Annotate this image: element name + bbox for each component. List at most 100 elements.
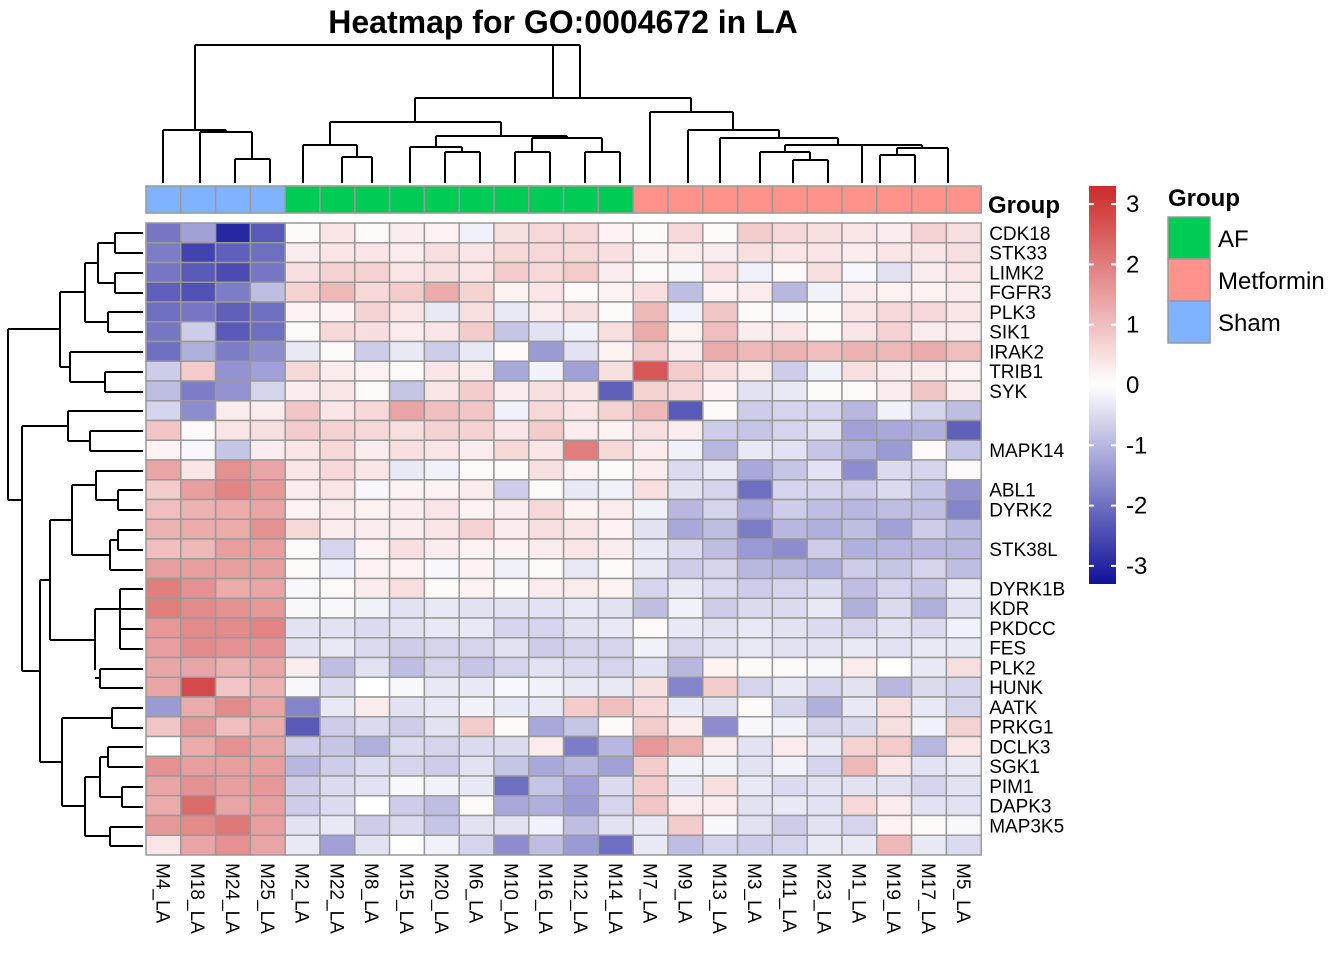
heatmap-cell [354,281,391,303]
heatmap-cell [214,498,252,520]
heatmap-cell [562,775,600,797]
column-label: M25_LA [256,863,277,934]
heatmap-cell [702,814,739,836]
heatmap-cell [284,814,321,836]
row-label: MAPK14 [989,441,1064,462]
heatmap-cell [388,301,426,323]
heatmap-cell [249,735,286,757]
heatmap-cell [493,834,530,856]
heatmap-cell [354,222,391,244]
heatmap-cell [528,637,565,659]
heatmap-cell [562,735,600,757]
heatmap-cell [458,814,495,836]
heatmap-cell [806,261,843,283]
heatmap-cell [632,834,669,856]
heatmap-cell [319,637,356,659]
heatmap-cell [945,340,982,362]
heatmap-cell [388,696,426,718]
heatmap-cell [145,637,182,659]
heatmap-cell [388,222,426,244]
heatmap-cell [354,261,391,283]
heatmap-cell [632,360,669,382]
heatmap-cell [528,716,565,738]
heatmap-cell [841,360,878,382]
column-label: M8_LA [360,863,381,924]
heatmap-cell [702,795,739,817]
heatmap-cell [702,479,739,501]
heatmap-cell [180,775,217,797]
heatmap-cell [493,637,530,659]
heatmap-cell [249,439,286,461]
heatmap-cell [945,400,982,422]
heatmap-cell [214,518,252,540]
heatmap-cell [145,834,182,856]
annotation-cell [876,185,913,214]
heatmap-cell [910,577,948,599]
heatmap-cell [667,479,704,501]
heatmap-cell [632,637,669,659]
heatmap-cell [702,518,739,540]
heatmap-cell [388,834,426,856]
heatmap-cell [249,400,286,422]
heatmap-cell [736,755,774,777]
heatmap-cell [736,834,774,856]
heatmap-cell [736,419,774,441]
heatmap-cell [702,538,739,560]
column-label: M2_LA [291,863,312,924]
heatmap-cell [493,439,530,461]
heatmap-cell [806,400,843,422]
heatmap-cell [493,380,530,402]
heatmap-cell [841,439,878,461]
heatmap-cell [284,716,321,738]
heatmap-cell [145,755,182,777]
heatmap-cell [423,716,460,738]
heatmap-cell [214,716,252,738]
heatmap-cell [180,558,217,580]
heatmap-cell [876,577,913,599]
heatmap-cell [736,261,774,283]
heatmap-cell [388,676,426,698]
heatmap-cell [667,597,704,619]
heatmap-cell [945,261,982,283]
heatmap-cell [493,755,530,777]
heatmap-cell [702,321,739,343]
heatmap-cell [841,637,878,659]
annotation-cell [145,185,182,214]
heatmap-cell [667,222,704,244]
heatmap-cell [493,321,530,343]
heatmap-cell [910,439,948,461]
heatmap-cell [876,340,913,362]
heatmap-cell [458,301,495,323]
row-label: FES [989,639,1026,660]
heatmap-cell [249,834,286,856]
heatmap-cell [423,637,460,659]
heatmap-cell [702,755,739,777]
heatmap-cell [667,617,704,639]
heatmap-cell [771,281,808,303]
annotation-cell [180,185,217,214]
heatmap-cell [632,755,669,777]
heatmap-cell [736,716,774,738]
heatmap-cell [736,676,774,698]
column-label: M5_LA [952,863,973,924]
heatmap-cell [632,775,669,797]
heatmap-cell [702,380,739,402]
heatmap-cell [528,696,565,718]
heatmap-cell [736,281,774,303]
heatmap-cell [562,814,600,836]
heatmap-cell [667,340,704,362]
heatmap-cell [180,834,217,856]
heatmap-cell [771,795,808,817]
heatmap-cell [806,676,843,698]
heatmap-cell [562,479,600,501]
heatmap-cell [632,716,669,738]
heatmap-cell [945,795,982,817]
column-label: M13_LA [708,863,729,934]
heatmap-cell [145,716,182,738]
heatmap-cell [284,775,321,797]
heatmap-cell [180,696,217,718]
heatmap-cell [667,301,704,323]
heatmap-cells [145,222,982,856]
heatmap-cell [458,518,495,540]
heatmap-cell [876,518,913,540]
